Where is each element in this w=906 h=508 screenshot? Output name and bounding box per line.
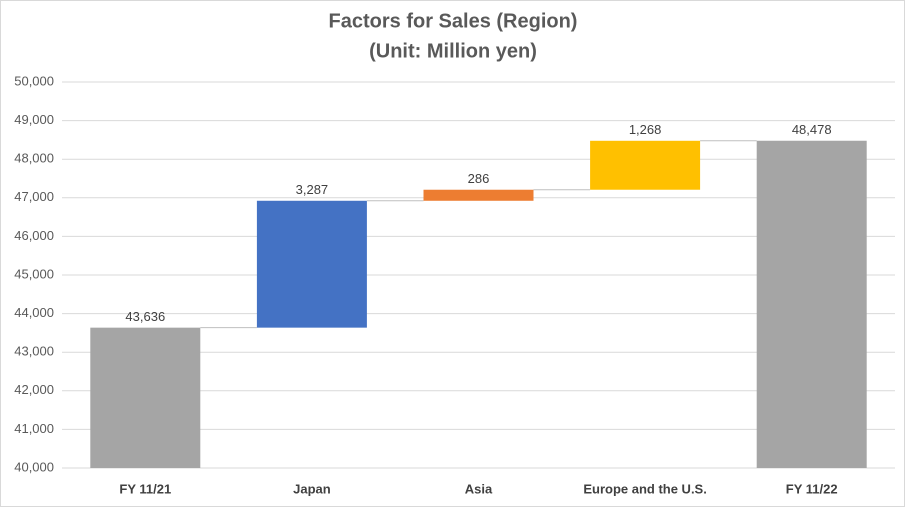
y-tick-label: 48,000 [14,151,54,166]
y-tick-label: 46,000 [14,228,54,243]
y-tick-label: 47,000 [14,189,54,204]
bar [90,327,201,468]
y-tick-label: 43,000 [14,344,54,359]
bar [590,140,701,190]
data-label: 48,478 [792,122,832,137]
y-tick-label: 42,000 [14,382,54,397]
x-tick-label: Japan [293,481,331,496]
y-tick-label: 40,000 [14,459,54,474]
data-label: 3,287 [296,182,329,197]
chart-subtitle: (Unit: Million yen) [369,40,537,62]
data-label: 286 [468,171,490,186]
x-tick-label: Europe and the U.S. [583,481,707,496]
bar [423,189,534,201]
y-tick-label: 50,000 [14,73,54,88]
y-tick-label: 45,000 [14,266,54,281]
bar [756,140,867,468]
y-tick-label: 44,000 [14,305,54,320]
data-label: 43,636 [125,309,165,324]
y-tick-label: 49,000 [14,112,54,127]
x-tick-label: FY 11/22 [786,481,838,496]
y-tick-label: 41,000 [14,421,54,436]
x-tick-label: Asia [465,481,493,496]
x-tick-label: FY 11/21 [119,481,171,496]
data-label: 1,268 [629,122,662,137]
chart-title: Factors for Sales (Region) [329,10,578,32]
bar [256,200,367,328]
